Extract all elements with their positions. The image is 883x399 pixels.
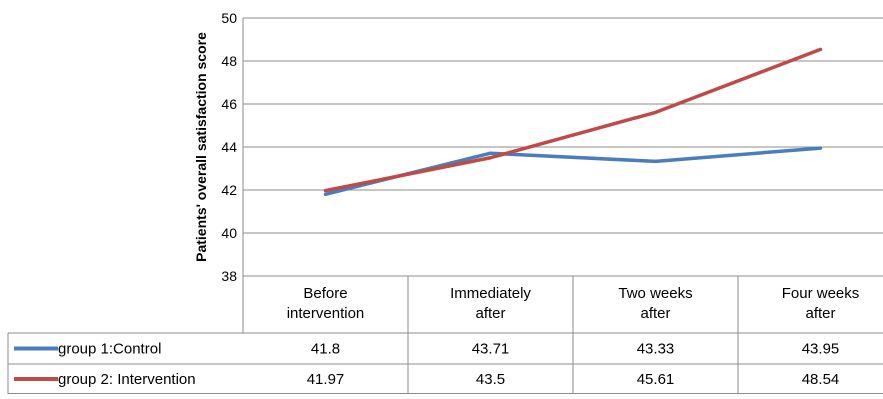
legend-label: group 2: Intervention: [58, 371, 196, 388]
data-label: 43.95: [802, 341, 840, 358]
y-tick-label: 48: [221, 53, 237, 69]
y-tick-label: 46: [221, 96, 237, 112]
y-axis-label: Patients' overall satisfaction score: [193, 32, 209, 262]
data-label: 45.61: [637, 371, 675, 388]
x-tick-label: Two weeks after: [618, 285, 692, 322]
data-label: 43.33: [637, 341, 675, 358]
data-label: 41.8: [311, 341, 340, 358]
series-line: [323, 146, 823, 197]
series-line: [323, 47, 823, 193]
y-tick-label: 40: [221, 225, 237, 241]
data-label: 43.71: [472, 341, 510, 358]
x-tick-label: Before intervention: [287, 285, 365, 322]
x-tick-label: Immediately after: [450, 285, 531, 322]
data-label: 48.54: [802, 371, 840, 388]
y-tick-label: 44: [221, 139, 237, 155]
data-label: 43.5: [476, 371, 505, 388]
legend-label: group 1:Control: [58, 341, 161, 358]
data-label: 41.97: [307, 371, 345, 388]
y-tick-label: 38: [221, 268, 237, 284]
x-tick-label: Four weeks after: [782, 285, 860, 322]
y-tick-label: 42: [221, 182, 237, 198]
y-tick-label: 50: [221, 10, 237, 26]
